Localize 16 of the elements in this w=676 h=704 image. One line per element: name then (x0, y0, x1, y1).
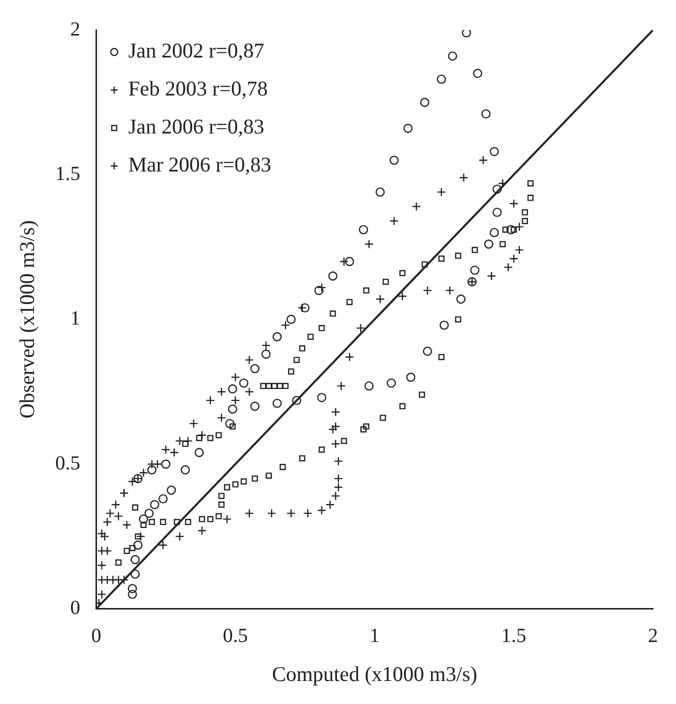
y-axis-title: Observed (x1000 m3/s) (15, 220, 40, 419)
legend-label: Jan 2002 r=0,87 (128, 38, 264, 63)
y-tick-label: 0 (70, 597, 80, 620)
legend-label: Jan 2006 r=0,83 (128, 114, 264, 139)
x-tick-label: 0 (91, 625, 102, 648)
legend-label: Feb 2003 r=0,78 (128, 76, 268, 101)
y-tick-label: 1 (70, 308, 80, 330)
x-axis-title: Computed (x1000 m3/s) (272, 662, 478, 686)
y-tick-label: 1.5 (55, 162, 80, 185)
x-tick-label: 2 (648, 625, 658, 648)
legend-label: Mar 2006 r=0,83 (128, 152, 272, 177)
x-tick-label: 0.5 (222, 625, 248, 648)
x-tick-label: 1.5 (501, 625, 526, 648)
y-tick-label: 2 (70, 18, 80, 40)
x-tick-label: 1 (370, 625, 380, 648)
y-tick-label: 0.5 (55, 452, 80, 474)
